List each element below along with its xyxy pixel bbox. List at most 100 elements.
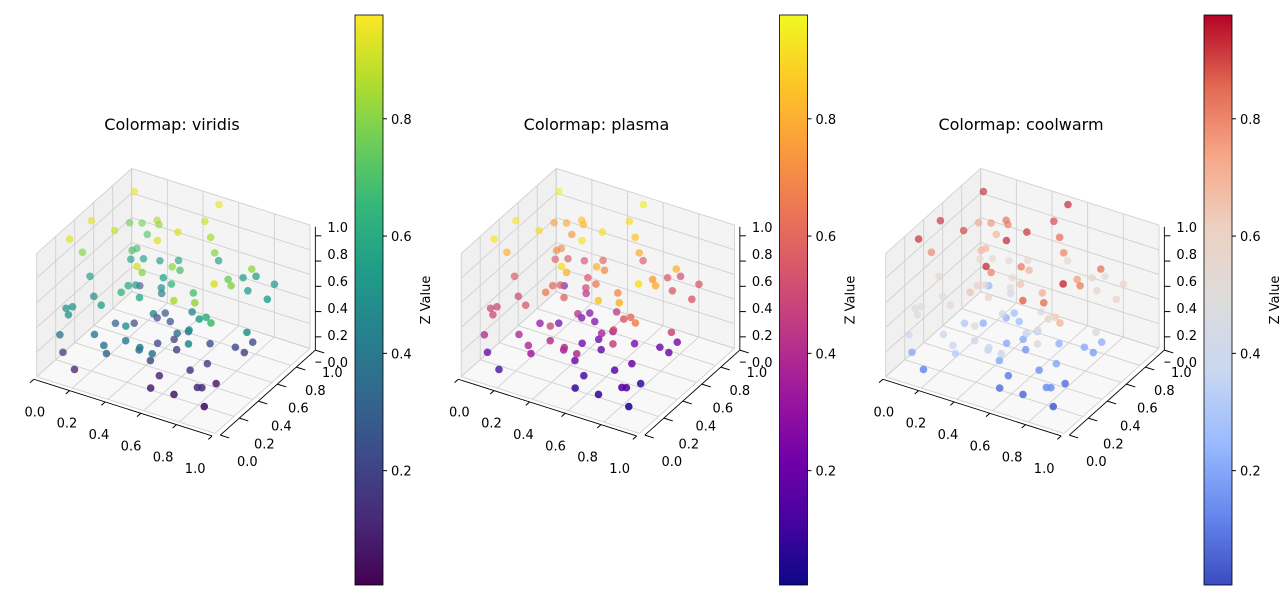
- grid-line: [112, 308, 292, 366]
- data-point: [597, 345, 605, 354]
- data-point: [110, 226, 119, 235]
- x-tick-mark: [878, 378, 884, 384]
- data-point: [651, 281, 660, 290]
- data-point: [206, 233, 215, 242]
- y-tick-label: 1.0: [1171, 366, 1192, 381]
- data-point: [161, 309, 170, 317]
- x-tick-label: 0.8: [153, 451, 174, 466]
- data-point: [631, 233, 639, 242]
- data-point: [170, 390, 178, 399]
- x-tick-mark: [489, 390, 495, 395]
- grid-line: [36, 242, 133, 328]
- grid-line: [556, 291, 735, 349]
- grid-line: [131, 192, 311, 251]
- x-axis-line: [33, 378, 213, 437]
- data-point: [1016, 280, 1025, 288]
- z-tick-label: 0.0: [327, 356, 348, 371]
- data-point: [578, 236, 586, 245]
- x-tick-mark: [950, 401, 955, 406]
- data-point: [1088, 273, 1096, 282]
- x-tick-label: 1.0: [609, 462, 630, 477]
- x-tick-mark: [1057, 435, 1062, 440]
- data-point: [521, 301, 530, 310]
- z-tick-label: 0.8: [752, 248, 773, 263]
- grid-line: [131, 291, 311, 349]
- data-point: [665, 348, 673, 357]
- data-point: [188, 308, 196, 316]
- x-tick-label: 0.2: [57, 417, 78, 432]
- data-point: [631, 319, 640, 327]
- data-point: [667, 328, 676, 337]
- x-tick-label: 0.2: [906, 417, 927, 432]
- x-tick-label: 0.0: [25, 405, 46, 420]
- data-point: [139, 254, 148, 263]
- x-tick-label: 0.0: [874, 405, 895, 420]
- data-point: [970, 336, 979, 345]
- data-point: [571, 356, 579, 365]
- data-point: [59, 348, 67, 357]
- data-point: [486, 304, 495, 313]
- data-point: [248, 338, 257, 347]
- data-point: [483, 348, 492, 357]
- data-point: [564, 254, 572, 263]
- y-tick-mark: [277, 383, 287, 388]
- data-point: [189, 289, 198, 297]
- y-tick-mark: [663, 417, 673, 422]
- data-point: [149, 309, 158, 318]
- data-point: [927, 248, 936, 257]
- data-point: [992, 230, 1001, 239]
- data-point: [489, 310, 497, 319]
- grid-line: [518, 325, 697, 383]
- data-point: [639, 200, 648, 209]
- colorbar-label: Z Value: [844, 276, 859, 325]
- y-tick-mark: [315, 349, 325, 354]
- data-point: [634, 280, 643, 288]
- data-point: [1017, 263, 1025, 271]
- y-tick-mark: [1107, 400, 1117, 405]
- data-point: [590, 317, 599, 326]
- data-point: [594, 335, 603, 344]
- data-point: [1059, 249, 1068, 257]
- data-point: [215, 200, 223, 209]
- data-point: [214, 256, 223, 265]
- data-point: [1019, 390, 1027, 399]
- data-point: [138, 268, 146, 277]
- data-point: [90, 292, 98, 301]
- data-point: [1022, 329, 1030, 338]
- grid-line: [460, 168, 557, 254]
- data-point: [594, 390, 603, 399]
- grid-line: [460, 291, 557, 378]
- data-point: [224, 275, 232, 284]
- y-tick-mark: [1069, 434, 1079, 439]
- data-point: [1037, 308, 1045, 316]
- data-point: [244, 286, 252, 295]
- data-point: [597, 329, 606, 338]
- data-point: [173, 329, 181, 338]
- y-tick-label: 0.8: [730, 384, 751, 399]
- data-point: [503, 248, 511, 257]
- data-point: [548, 281, 557, 290]
- data-point: [524, 341, 533, 350]
- data-point: [155, 371, 164, 380]
- z-tick-label: 1.0: [1176, 221, 1197, 236]
- data-point: [121, 336, 130, 345]
- data-point: [998, 309, 1007, 318]
- x-tick-label: 0.6: [121, 439, 142, 454]
- data-point: [512, 216, 520, 225]
- data-point: [130, 319, 139, 327]
- data-point: [560, 293, 568, 302]
- data-point: [908, 348, 916, 357]
- data-point: [612, 308, 621, 316]
- data-point: [939, 330, 948, 339]
- data-point: [185, 326, 193, 334]
- data-point: [557, 262, 566, 271]
- data-point: [594, 296, 603, 305]
- grid-line: [460, 192, 557, 279]
- data-point: [552, 246, 561, 255]
- data-point: [555, 187, 563, 196]
- z-tick-label: 0.8: [1176, 248, 1197, 263]
- data-point: [195, 315, 204, 323]
- data-point: [136, 343, 144, 352]
- data-point: [1019, 296, 1027, 305]
- data-point: [919, 365, 928, 374]
